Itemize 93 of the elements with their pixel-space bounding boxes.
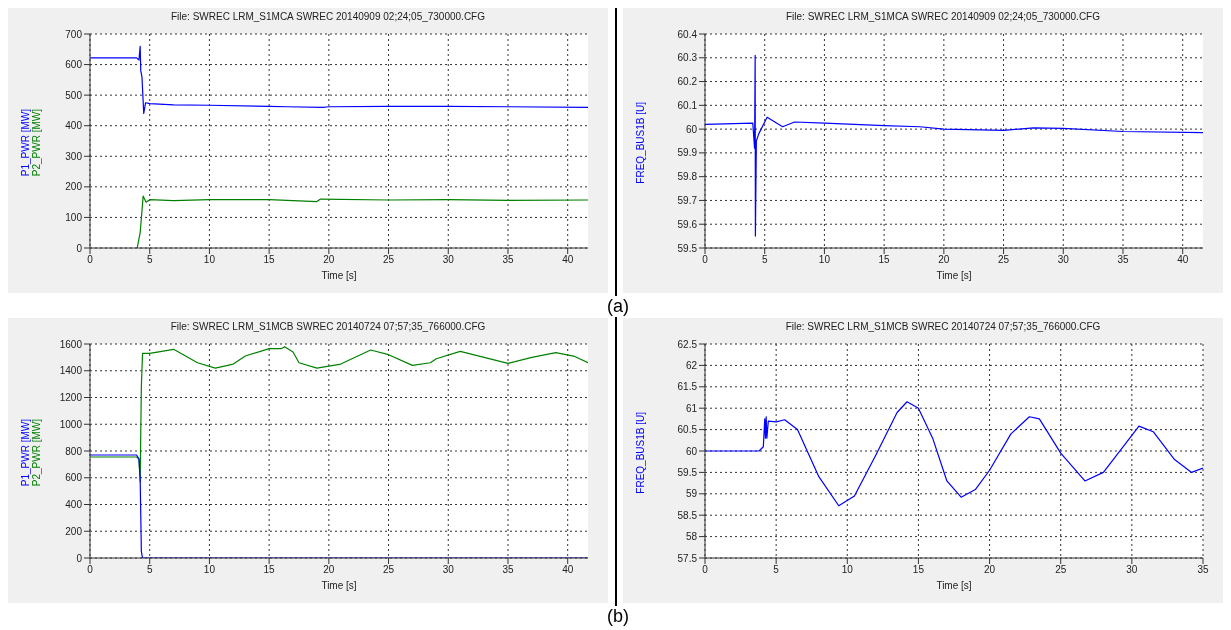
y-tick-label: 61.5 [677,381,698,393]
x-tick-label: 30 [442,564,455,576]
y-tick-label: 59 [685,488,698,500]
x-tick-label: 40 [562,564,574,576]
y-tick-label: 60 [685,445,698,457]
y-tick-label: 59.6 [677,218,698,230]
x-axis-title: Time [s] [936,580,972,592]
chart-title: File: SWREC LRM_S1MCA SWREC 20140909 02;24;05_730000.CFG [784,11,1101,22]
x-tick-label: 20 [323,254,335,266]
x-tick-label: 0 [702,564,709,576]
y-tick-label: 600 [65,59,83,71]
y-tick-label: 58.5 [677,509,698,521]
x-tick-label: 5 [146,564,153,576]
y-tick-label: 60.3 [677,52,698,64]
chart-title: File: SWREC LRM_S1MCB SWREC 20140724 07;57;35_766000.CFG [169,321,487,332]
x-tick-label: 35 [1117,254,1129,266]
text: FREQ_BUS1B [U] [635,102,646,184]
y-tick-label: 100 [65,211,83,223]
line-series [705,401,1203,507]
y-tick-label: 61 [685,402,698,414]
x-tick-label: 20 [938,254,950,266]
y-tick-label: 400 [65,120,83,132]
x-tick-label: 10 [841,564,854,576]
y-tick-label: 62 [685,359,698,371]
y-tick-label: 700 [65,28,83,40]
x-axis-title: Time [s] [936,270,972,282]
y-tick-label: 59.9 [677,147,698,159]
x-tick-label: 0 [87,564,94,576]
text: (b) [607,606,629,626]
x-tick-label: 15 [263,564,276,576]
y-tick-label: 60.5 [677,424,698,436]
y-tick-label: 300 [65,150,83,162]
x-tick-label: 0 [87,254,94,266]
y-tick-label: 60.4 [677,28,698,40]
x-tick-label: 5 [761,254,768,266]
y-tick-label: 200 [65,525,83,537]
y-tick-label: 1600 [59,338,83,350]
y-tick-label: 59.5 [677,242,698,254]
y-tick-label: 0 [76,242,83,254]
x-tick-label: 30 [1057,254,1070,266]
x-tick-label: 25 [383,254,395,266]
x-tick-label: 15 [878,254,891,266]
x-tick-label: 40 [562,254,574,266]
y-tick-label: 60.1 [677,99,698,111]
line-series [705,54,1203,237]
y-tick-label: 60.2 [677,76,698,88]
x-tick-label: 25 [383,564,395,576]
y-tick-label: 58 [685,531,698,543]
x-tick-label: 0 [702,254,709,266]
x-tick-label: 30 [442,254,455,266]
line-series [136,195,588,248]
y-tick-label: 800 [65,445,83,457]
y-tick-label: 0 [76,552,83,564]
x-axis-title: Time [s] [321,270,357,282]
x-tick-label: 5 [773,564,780,576]
x-tick-label: 15 [263,254,276,266]
x-tick-label: 10 [818,254,831,266]
y-tick-label: 62.5 [677,338,698,350]
x-tick-label: 30 [1126,564,1138,576]
chart-title: File: SWREC LRM_S1MCB SWREC 20140724 07;57;35_766000.CFG [784,321,1102,332]
y-tick-label: 1000 [59,418,83,430]
text: P2_PWR [MW] [31,419,42,487]
y-tick-label: 59.5 [677,466,698,478]
text: (a) [607,296,629,316]
x-tick-label: 15 [912,564,925,576]
y-tick-label: 59.7 [677,194,698,206]
x-tick-label: 10 [203,254,216,266]
y-tick-label: 60 [685,123,698,135]
y-tick-label: 600 [65,472,83,484]
x-tick-label: 20 [323,564,335,576]
x-tick-label: 25 [998,254,1010,266]
x-tick-label: 10 [203,564,216,576]
y-tick-label: 1400 [59,365,83,377]
chart-title: File: SWREC LRM_S1MCA SWREC 20140909 02;24;05_730000.CFG [169,11,486,22]
x-tick-label: 5 [146,254,153,266]
y-tick-label: 500 [65,89,83,101]
y-tick-label: 1200 [59,392,83,404]
text: P1_PWR [MW] [20,109,31,177]
x-axis-title: Time [s] [321,580,357,592]
y-tick-label: 400 [65,499,83,511]
x-tick-label: 35 [1197,564,1209,576]
text: P1_PWR [MW] [20,419,31,487]
x-tick-label: 20 [984,564,996,576]
y-tick-label: 57.5 [677,552,698,564]
y-tick-label: 59.8 [677,171,698,183]
line-series [90,45,588,115]
x-tick-label: 35 [502,564,514,576]
x-tick-label: 35 [502,254,514,266]
text: P2_PWR [MW] [31,109,42,177]
text: FREQ_BUS1B [U] [635,412,646,494]
x-tick-label: 40 [1177,254,1189,266]
y-tick-label: 200 [65,181,83,193]
x-tick-label: 25 [1055,564,1067,576]
